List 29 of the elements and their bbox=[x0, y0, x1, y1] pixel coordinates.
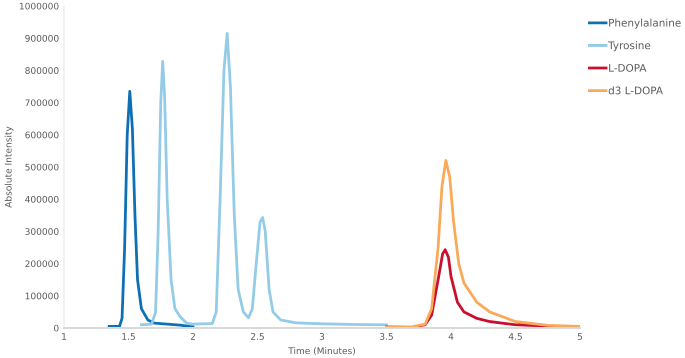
y-tick-label: 900000 bbox=[25, 34, 59, 42]
x-tick-label: 3.5 bbox=[380, 333, 393, 340]
legend-label: L-DOPA bbox=[609, 64, 646, 72]
y-tick-label: 100000 bbox=[26, 292, 59, 300]
y-axis-title: Absolute Intensity bbox=[4, 126, 14, 208]
legend-label: Tyrosine bbox=[608, 41, 650, 52]
y-tick-label: 1000000 bbox=[20, 2, 59, 10]
x-axis-title: Time (Minutes) bbox=[288, 347, 355, 356]
x-tick-label: 1.5 bbox=[122, 333, 135, 340]
line-series bbox=[140, 32, 388, 326]
y-tick-label: 0 bbox=[54, 324, 59, 332]
y-tick-label: 700000 bbox=[25, 99, 59, 106]
y-tick-label: 200000 bbox=[25, 260, 59, 268]
x-tick-label: 1 bbox=[62, 333, 66, 340]
x-tick-label: 2.5 bbox=[250, 333, 264, 340]
line-series bbox=[385, 159, 580, 328]
y-tick-label: 800000 bbox=[25, 67, 59, 74]
legend-label: Phenylalanine bbox=[609, 18, 681, 29]
x-tick-label: 3 bbox=[320, 333, 324, 340]
x-tick-label: 4 bbox=[448, 333, 454, 340]
line-series bbox=[108, 90, 194, 328]
x-tick-label: 5 bbox=[578, 333, 582, 340]
x-tick-label: 2 bbox=[190, 333, 195, 340]
y-tick-label: 600000 bbox=[25, 132, 59, 138]
x-tick-label: 4.5 bbox=[508, 333, 522, 340]
y-tick-label: 400000 bbox=[25, 196, 59, 203]
y-tick-label: 300000 bbox=[25, 228, 59, 235]
y-tick-label: 500000 bbox=[25, 164, 59, 171]
legend-label: d3 L-DOPA bbox=[608, 86, 663, 94]
